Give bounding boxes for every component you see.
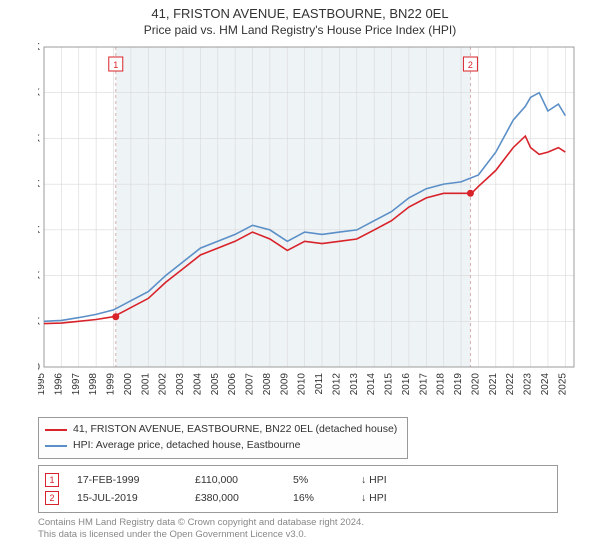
sale-marker-badge: 1 [45,473,59,487]
svg-text:2000: 2000 [123,373,134,396]
sale-marker-badge: 2 [45,491,59,505]
svg-text:1998: 1998 [88,373,99,396]
svg-text:2004: 2004 [192,373,203,396]
svg-text:2023: 2023 [523,373,534,396]
svg-text:£0: £0 [38,362,40,373]
legend-swatch [45,429,67,431]
svg-text:2017: 2017 [418,373,429,396]
sale-direction: ↓ HPI [361,492,421,504]
svg-text:£300K: £300K [38,225,40,236]
sale-date: 17-FEB-1999 [77,474,177,486]
chart-title: 41, FRISTON AVENUE, EASTBOURNE, BN22 0EL [0,0,600,21]
sale-pct: 16% [293,492,343,504]
page: 41, FRISTON AVENUE, EASTBOURNE, BN22 0EL… [0,0,600,541]
legend-label: 41, FRISTON AVENUE, EASTBOURNE, BN22 0EL… [73,422,397,438]
svg-text:2018: 2018 [436,373,447,396]
sale-direction: ↓ HPI [361,474,421,486]
svg-text:2003: 2003 [175,373,186,396]
sale-pct: 5% [293,474,343,486]
svg-text:£400K: £400K [38,179,40,190]
svg-text:1: 1 [113,60,118,70]
svg-text:1995: 1995 [38,373,47,396]
svg-text:2011: 2011 [314,373,325,395]
svg-text:2016: 2016 [401,373,412,396]
sale-price: £380,000 [195,492,275,504]
svg-text:1999: 1999 [106,373,117,396]
svg-text:£600K: £600K [38,88,40,99]
sale-date: 15-JUL-2019 [77,492,177,504]
svg-text:2025: 2025 [557,373,568,396]
svg-text:2008: 2008 [262,373,273,396]
svg-text:£500K: £500K [38,133,40,144]
svg-text:2009: 2009 [279,373,290,396]
legend-row: 41, FRISTON AVENUE, EASTBOURNE, BN22 0EL… [45,422,401,438]
svg-text:2024: 2024 [540,373,551,396]
svg-text:2007: 2007 [245,373,256,396]
svg-text:1997: 1997 [71,373,82,396]
svg-text:2005: 2005 [210,373,221,396]
svg-text:2020: 2020 [470,373,481,396]
sale-row: 2 15-JUL-2019 £380,000 16% ↓ HPI [45,489,551,507]
svg-text:2002: 2002 [158,373,169,396]
svg-text:2: 2 [468,60,473,70]
svg-text:£700K: £700K [38,42,40,53]
legend-row: HPI: Average price, detached house, East… [45,438,401,454]
svg-text:2022: 2022 [505,373,516,396]
legend: 41, FRISTON AVENUE, EASTBOURNE, BN22 0EL… [38,417,408,459]
footnote-line-1: Contains HM Land Registry data © Crown c… [38,517,600,529]
legend-swatch [45,445,67,447]
line-chart: £0 £100K £200K £300K £400K £500K £600K £700K 199… [38,41,598,411]
svg-text:2001: 2001 [140,373,151,396]
svg-text:1996: 1996 [53,373,64,396]
footnote-line-2: This data is licensed under the Open Gov… [38,529,600,541]
chart-subtitle: Price paid vs. HM Land Registry's House … [0,21,600,41]
sale-row: 1 17-FEB-1999 £110,000 5% ↓ HPI [45,471,551,489]
svg-text:2013: 2013 [349,373,360,396]
svg-text:2010: 2010 [297,373,308,396]
svg-text:2014: 2014 [366,373,377,396]
sales-table: 1 17-FEB-1999 £110,000 5% ↓ HPI 2 15-JUL-2019 £… [38,465,558,513]
svg-text:£100K: £100K [38,316,40,327]
svg-text:2021: 2021 [488,373,499,396]
svg-text:£200K: £200K [38,271,40,282]
sale-price: £110,000 [195,474,275,486]
legend-label: HPI: Average price, detached house, East… [73,438,300,454]
chart-area: £0 £100K £200K £300K £400K £500K £600K £700K 199… [38,41,598,411]
svg-text:2012: 2012 [331,373,342,396]
svg-text:2019: 2019 [453,373,464,396]
footnote: Contains HM Land Registry data © Crown c… [38,517,600,542]
svg-text:2015: 2015 [384,373,395,396]
svg-text:2006: 2006 [227,373,238,396]
